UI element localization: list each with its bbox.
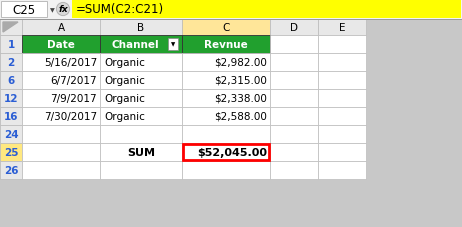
Bar bbox=[100, 36, 182, 54]
Text: Organic: Organic bbox=[104, 76, 145, 86]
Bar bbox=[318, 126, 366, 143]
Bar bbox=[0, 143, 22, 161]
Bar bbox=[0, 72, 22, 90]
Bar bbox=[318, 143, 366, 161]
Bar bbox=[100, 72, 182, 90]
Bar bbox=[182, 126, 270, 143]
Text: Revnue: Revnue bbox=[204, 40, 248, 50]
Text: 1: 1 bbox=[7, 40, 15, 50]
Bar bbox=[22, 20, 100, 36]
Text: $2,315.00: $2,315.00 bbox=[214, 76, 267, 86]
Bar bbox=[182, 161, 270, 179]
Bar bbox=[318, 54, 366, 72]
Polygon shape bbox=[3, 23, 18, 33]
Bar bbox=[318, 20, 366, 36]
Bar bbox=[22, 161, 100, 179]
Bar bbox=[22, 90, 100, 108]
Text: Channel: Channel bbox=[111, 40, 159, 50]
Text: $2,588.00: $2,588.00 bbox=[214, 111, 267, 121]
Text: SUM: SUM bbox=[127, 147, 155, 157]
Bar bbox=[0, 0, 462, 20]
Text: Organic: Organic bbox=[104, 58, 145, 68]
Bar bbox=[72, 1, 461, 19]
Text: $2,982.00: $2,982.00 bbox=[214, 58, 267, 68]
Bar bbox=[182, 143, 270, 161]
Text: 6/7/2017: 6/7/2017 bbox=[50, 76, 97, 86]
Bar bbox=[168, 39, 178, 51]
Bar bbox=[270, 90, 318, 108]
Bar bbox=[318, 90, 366, 108]
Bar bbox=[100, 143, 182, 161]
Text: 26: 26 bbox=[4, 165, 18, 175]
Text: ▼: ▼ bbox=[49, 8, 55, 13]
Bar bbox=[0, 161, 22, 179]
Bar bbox=[0, 90, 22, 108]
Bar bbox=[318, 36, 366, 54]
Text: A: A bbox=[57, 23, 65, 33]
Bar bbox=[22, 126, 100, 143]
Bar bbox=[100, 126, 182, 143]
Bar bbox=[0, 54, 22, 72]
Text: Organic: Organic bbox=[104, 94, 145, 104]
Text: 5/16/2017: 5/16/2017 bbox=[44, 58, 97, 68]
Bar bbox=[1, 2, 47, 18]
Text: 25: 25 bbox=[4, 147, 18, 157]
Bar bbox=[318, 108, 366, 126]
Bar bbox=[100, 90, 182, 108]
Bar bbox=[0, 36, 22, 54]
Bar bbox=[270, 143, 318, 161]
Bar bbox=[270, 126, 318, 143]
Bar bbox=[22, 54, 100, 72]
Bar bbox=[100, 54, 182, 72]
Bar bbox=[0, 20, 22, 36]
Text: C25: C25 bbox=[12, 3, 36, 16]
Bar bbox=[270, 108, 318, 126]
Bar bbox=[22, 143, 100, 161]
Text: $52,045.00: $52,045.00 bbox=[197, 147, 267, 157]
Bar bbox=[270, 72, 318, 90]
Text: =SUM(C2:C21): =SUM(C2:C21) bbox=[76, 3, 164, 16]
Text: Organic: Organic bbox=[104, 111, 145, 121]
Text: 7/9/2017: 7/9/2017 bbox=[50, 94, 97, 104]
Text: 24: 24 bbox=[4, 129, 18, 139]
Text: 12: 12 bbox=[4, 94, 18, 104]
Bar bbox=[182, 72, 270, 90]
Bar bbox=[270, 54, 318, 72]
Bar bbox=[270, 20, 318, 36]
Text: 2: 2 bbox=[7, 58, 15, 68]
Bar bbox=[0, 126, 22, 143]
Text: Date: Date bbox=[47, 40, 75, 50]
Bar bbox=[182, 20, 270, 36]
Bar bbox=[0, 108, 22, 126]
Text: 16: 16 bbox=[4, 111, 18, 121]
Text: ▼: ▼ bbox=[171, 42, 175, 47]
Circle shape bbox=[56, 3, 69, 16]
Bar bbox=[100, 161, 182, 179]
Bar bbox=[183, 144, 269, 160]
Bar bbox=[270, 161, 318, 179]
Bar bbox=[182, 54, 270, 72]
Bar bbox=[100, 108, 182, 126]
Text: 6: 6 bbox=[7, 76, 15, 86]
Text: fx: fx bbox=[58, 5, 68, 15]
Bar bbox=[22, 72, 100, 90]
Bar bbox=[270, 36, 318, 54]
Text: C: C bbox=[222, 23, 230, 33]
Bar bbox=[182, 36, 270, 54]
Bar bbox=[22, 36, 100, 54]
Text: $2,338.00: $2,338.00 bbox=[214, 94, 267, 104]
Bar bbox=[182, 90, 270, 108]
Text: 7/30/2017: 7/30/2017 bbox=[44, 111, 97, 121]
Text: B: B bbox=[137, 23, 145, 33]
Text: E: E bbox=[339, 23, 345, 33]
Bar bbox=[318, 72, 366, 90]
Text: D: D bbox=[290, 23, 298, 33]
Bar bbox=[318, 161, 366, 179]
Bar bbox=[100, 20, 182, 36]
Bar bbox=[182, 108, 270, 126]
Bar bbox=[22, 108, 100, 126]
